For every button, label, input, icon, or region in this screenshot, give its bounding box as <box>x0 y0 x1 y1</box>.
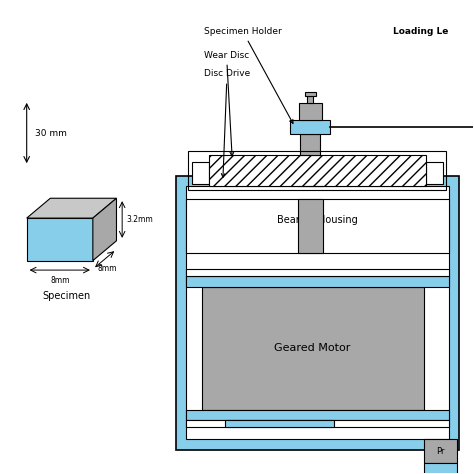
Bar <box>186 276 449 287</box>
Bar <box>308 96 313 103</box>
Bar <box>424 463 457 474</box>
Bar <box>290 120 330 134</box>
Bar <box>201 287 424 410</box>
Bar <box>186 186 449 439</box>
Bar <box>186 199 449 253</box>
Polygon shape <box>93 198 117 261</box>
Bar <box>186 269 449 276</box>
Bar <box>299 103 321 120</box>
Bar <box>301 134 320 155</box>
Bar <box>192 162 209 183</box>
Text: Bearing Housing: Bearing Housing <box>277 216 358 226</box>
Text: 3.2mm: 3.2mm <box>127 215 154 224</box>
Bar <box>175 175 459 450</box>
Bar <box>424 439 457 463</box>
Text: Specimen: Specimen <box>43 292 91 301</box>
Text: Geared Motor: Geared Motor <box>274 343 351 353</box>
Text: Pr: Pr <box>436 447 445 456</box>
Bar <box>186 410 449 420</box>
Bar <box>305 92 316 96</box>
Bar <box>188 152 447 190</box>
Bar <box>225 420 334 427</box>
Text: 8mm: 8mm <box>97 264 117 273</box>
Polygon shape <box>27 198 117 218</box>
Bar <box>27 218 93 261</box>
Text: Loading Le: Loading Le <box>393 27 448 36</box>
Text: Specimen Holder: Specimen Holder <box>204 27 293 123</box>
Bar <box>426 162 443 183</box>
Text: 8mm: 8mm <box>50 276 70 285</box>
Text: Wear Disc: Wear Disc <box>204 51 249 156</box>
Text: Disc Drive: Disc Drive <box>204 70 250 177</box>
Bar <box>186 420 449 427</box>
Text: 30 mm: 30 mm <box>35 128 67 137</box>
Bar <box>209 155 426 186</box>
Bar <box>298 199 322 253</box>
